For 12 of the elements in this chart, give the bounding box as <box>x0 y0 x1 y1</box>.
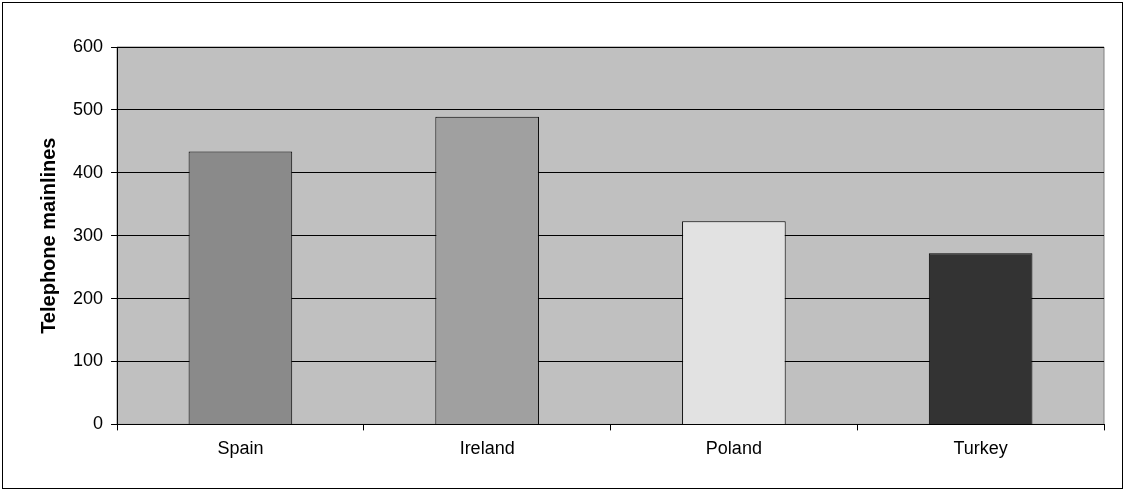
x-tick-label: Spain <box>217 438 264 459</box>
y-tick-label: 200 <box>72 287 104 308</box>
x-tick-label: Ireland <box>459 438 515 459</box>
x-tick-label: Turkey <box>953 438 1008 459</box>
y-tick-label: 400 <box>72 161 104 182</box>
y-axis-title: Telephone mainlines <box>36 137 59 334</box>
y-tick-label: 600 <box>72 35 104 56</box>
y-tick-label: 100 <box>72 350 104 371</box>
y-tick-label: 300 <box>72 224 104 245</box>
y-tick-label: 0 <box>93 413 104 434</box>
y-tick-label: 500 <box>72 98 104 119</box>
x-tick-label: Poland <box>705 438 762 459</box>
